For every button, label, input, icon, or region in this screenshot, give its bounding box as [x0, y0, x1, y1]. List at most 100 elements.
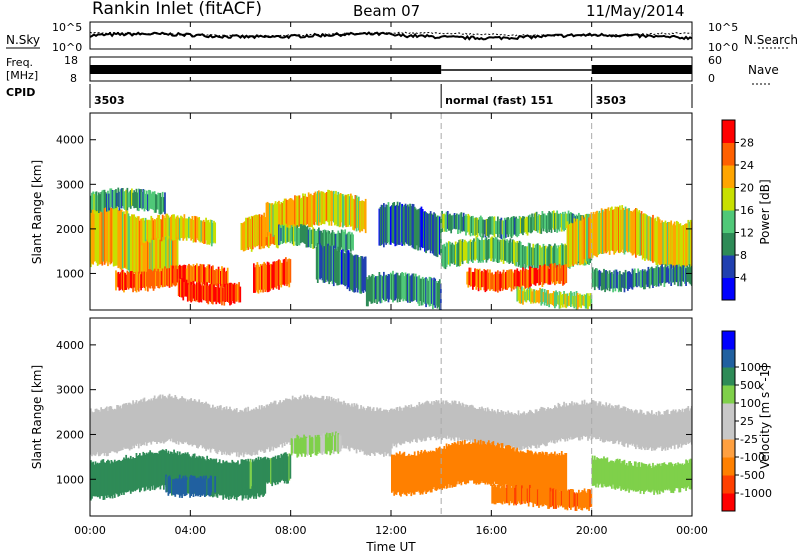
- power-cell: [543, 289, 546, 306]
- velocity-cell: [522, 488, 524, 502]
- power-cell: [473, 272, 475, 287]
- power-cell: [554, 243, 556, 271]
- power-cell: [379, 206, 382, 246]
- power-cell: [212, 222, 214, 244]
- velocity-cell: [479, 409, 482, 443]
- power-cell: [346, 250, 349, 290]
- power-cell: [209, 284, 212, 302]
- power-cell: [525, 216, 528, 234]
- velocity-cell: [356, 404, 359, 449]
- power-cell: [184, 218, 187, 238]
- velocity-cell: [678, 409, 681, 448]
- power-cell: [166, 268, 169, 287]
- velocity-cell: [294, 438, 296, 454]
- power-cell: [559, 292, 562, 309]
- power-cell: [507, 242, 510, 263]
- power-cell: [417, 209, 419, 251]
- velocity-cell: [370, 410, 373, 453]
- power-cell: [182, 265, 185, 282]
- power-cell: [98, 192, 100, 213]
- velocity-cell: [517, 410, 520, 448]
- power-cell: [111, 205, 114, 262]
- velocity-cell: [505, 445, 507, 485]
- power-cell: [580, 295, 583, 309]
- velocity-cell: [306, 438, 309, 456]
- velocity-cell: [645, 414, 648, 448]
- velocity-cell: [168, 453, 171, 485]
- power-cell: [120, 270, 123, 289]
- velocity-cell: [331, 432, 334, 450]
- power-cell: [92, 205, 95, 265]
- power-cell: [328, 231, 331, 249]
- power-cell: [556, 292, 559, 304]
- power-cell: [148, 189, 150, 211]
- velocity-cell: [316, 434, 319, 454]
- power-cell: [288, 258, 291, 288]
- power-cell: [529, 214, 531, 233]
- power-cell: [402, 272, 405, 302]
- velocity-ylabel: Slant Range [km]: [30, 365, 44, 469]
- power-cell: [222, 268, 225, 288]
- power-cell: [420, 206, 423, 248]
- power-cell: [558, 291, 561, 309]
- velocity-cell: [515, 413, 518, 452]
- velocity-cell: [328, 433, 331, 452]
- power-cell: [279, 260, 282, 286]
- velocity-cell: [409, 407, 411, 444]
- velocity-cell: [174, 478, 177, 497]
- power-cell: [121, 211, 124, 269]
- power-cell: [450, 215, 453, 234]
- power-cell: [140, 189, 142, 209]
- velocity-cell: [205, 401, 207, 452]
- power-cell: [640, 211, 643, 256]
- power-cell: [674, 265, 677, 282]
- velocity-cell: [536, 454, 539, 494]
- velocity-cell: [617, 404, 620, 445]
- velocity-cell: [514, 413, 516, 449]
- power-cell: [102, 202, 105, 262]
- power-cell: [478, 240, 481, 262]
- velocity-cell: [620, 407, 622, 442]
- power-cell: [210, 220, 213, 247]
- power-cell: [189, 280, 191, 302]
- velocity-cell: [416, 404, 418, 443]
- power-cell: [674, 225, 677, 267]
- velocity-cell: [192, 475, 195, 497]
- power-cell: [294, 226, 296, 242]
- power-cell: [157, 268, 160, 288]
- power-cell: [574, 221, 577, 264]
- velocity-cell: [285, 452, 287, 482]
- power-cell: [314, 230, 317, 246]
- velocity-cell: [555, 455, 557, 492]
- power-cell: [334, 193, 336, 226]
- power-cell: [159, 227, 162, 283]
- power-cell: [169, 216, 172, 241]
- power-cell: [320, 245, 323, 279]
- power-cell: [617, 274, 620, 293]
- power-cell: [212, 284, 214, 305]
- power-cell: [116, 192, 118, 207]
- velocity-cell: [469, 444, 472, 481]
- velocity-cell: [135, 400, 138, 446]
- power-cell: [288, 225, 291, 242]
- velocity-cell: [562, 454, 564, 494]
- power-cell: [459, 213, 462, 234]
- power-cell: [508, 240, 511, 264]
- velocity-cell: [519, 413, 522, 450]
- power-cell: [613, 209, 616, 255]
- power-cell: [493, 274, 496, 292]
- power-cell: [494, 236, 497, 259]
- power-cell: [564, 264, 567, 284]
- velocity-cell: [407, 406, 409, 443]
- velocity-cell: [161, 394, 164, 442]
- power-cell: [570, 291, 572, 307]
- velocity-cell: [453, 442, 456, 487]
- velocity-cell: [150, 398, 153, 445]
- power-cell: [365, 277, 368, 307]
- velocity-cell: [207, 403, 210, 450]
- velocity-cell: [213, 458, 215, 497]
- velocity-cell: [428, 452, 431, 491]
- velocity-cell: [657, 410, 660, 448]
- velocity-cell: [181, 453, 183, 491]
- velocity-cell: [310, 395, 312, 439]
